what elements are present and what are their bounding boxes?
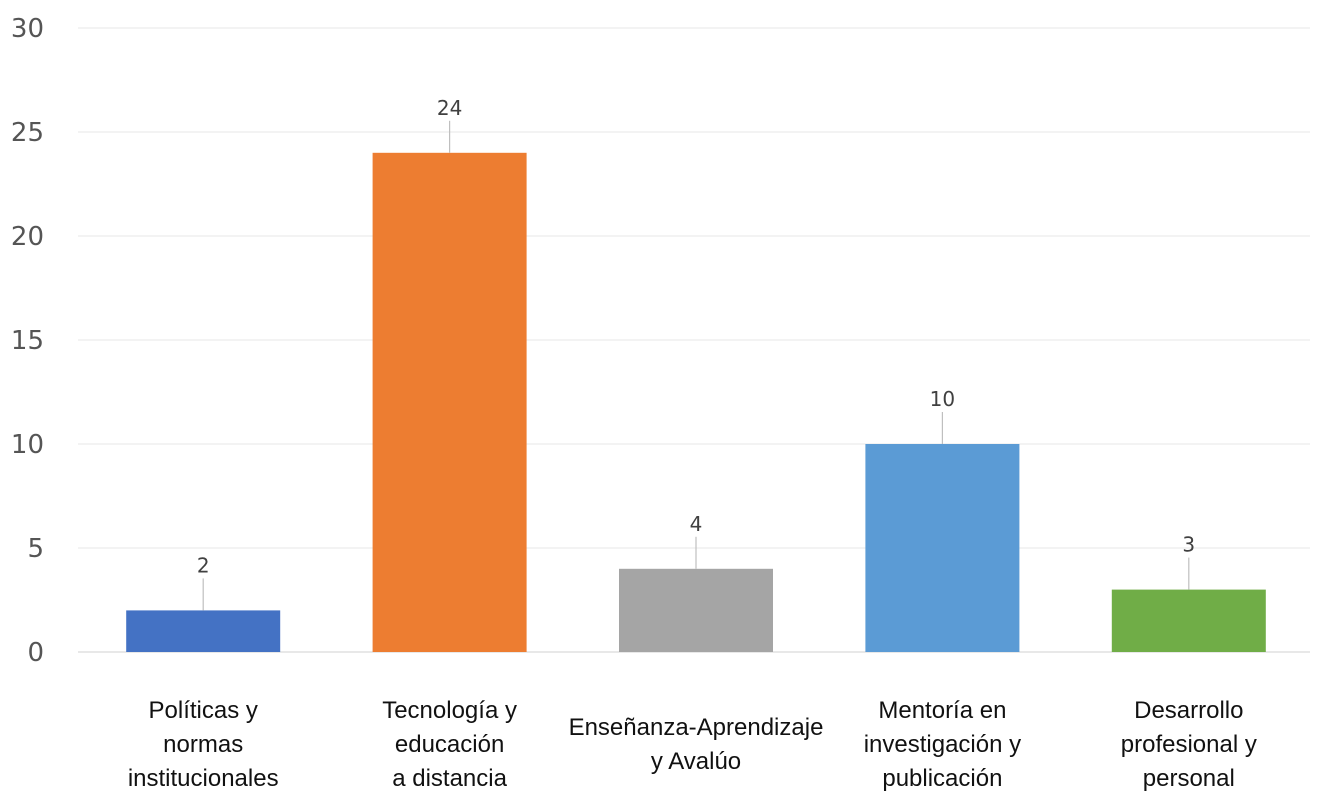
x-category-label-line: y Avalúo xyxy=(651,748,741,775)
data-label: 3 xyxy=(1182,533,1195,557)
x-category-label-line: Mentoría en xyxy=(878,697,1006,724)
bar xyxy=(126,610,281,652)
x-category-label-line: Tecnología y xyxy=(382,697,517,724)
gridlines xyxy=(78,27,1310,653)
y-tick-label: 30 xyxy=(11,14,44,44)
y-tick-label: 10 xyxy=(11,430,44,460)
data-label: 2 xyxy=(197,553,210,577)
y-axis-ticks: 0 5 10 15 20 25 30 xyxy=(11,14,44,668)
x-category-label-line: normas xyxy=(163,731,243,758)
bars xyxy=(126,152,1266,653)
x-category-label-line: Enseñanza-Aprendizaje xyxy=(569,714,824,741)
x-category-label-line: Políticas y xyxy=(149,697,258,724)
bar xyxy=(619,568,773,652)
data-label: 24 xyxy=(437,96,462,120)
x-category-label: Políticas y normas institucionales xyxy=(128,697,279,792)
x-axis-labels: Políticas y normas institucionales Tecnolog… xyxy=(128,697,1257,792)
data-label-leaders xyxy=(202,120,1190,611)
data-label: 10 xyxy=(930,387,955,411)
data-labels: 2 24 4 10 3 xyxy=(197,96,1195,578)
x-category-label: Mentoría en investigación y publicación xyxy=(864,697,1021,792)
x-category-label-line: publicación xyxy=(882,765,1002,792)
bar xyxy=(372,152,527,653)
bar xyxy=(1111,589,1266,652)
y-tick-label: 20 xyxy=(11,222,44,252)
x-category-label-line: educación xyxy=(395,731,504,758)
y-tick-label: 25 xyxy=(11,118,44,148)
x-category-label-line: Desarrollo xyxy=(1134,697,1243,724)
x-category-label-line: institucionales xyxy=(128,765,279,792)
data-label: 4 xyxy=(690,512,703,536)
y-tick-label: 5 xyxy=(27,534,44,564)
x-category-label: Desarrollo profesional y personal xyxy=(1121,697,1257,792)
x-category-label: Enseñanza-Aprendizaje y Avalúo xyxy=(569,714,824,775)
x-category-label-line: a distancia xyxy=(392,765,507,792)
y-tick-label: 0 xyxy=(27,638,44,668)
x-category-label-line: investigación y xyxy=(864,731,1021,758)
x-category-label: Tecnología y educación a distancia xyxy=(382,697,517,792)
x-category-label-line: profesional y xyxy=(1121,731,1257,758)
bar xyxy=(865,444,1020,652)
y-tick-label: 15 xyxy=(11,326,44,356)
x-category-label-line: personal xyxy=(1143,765,1235,792)
